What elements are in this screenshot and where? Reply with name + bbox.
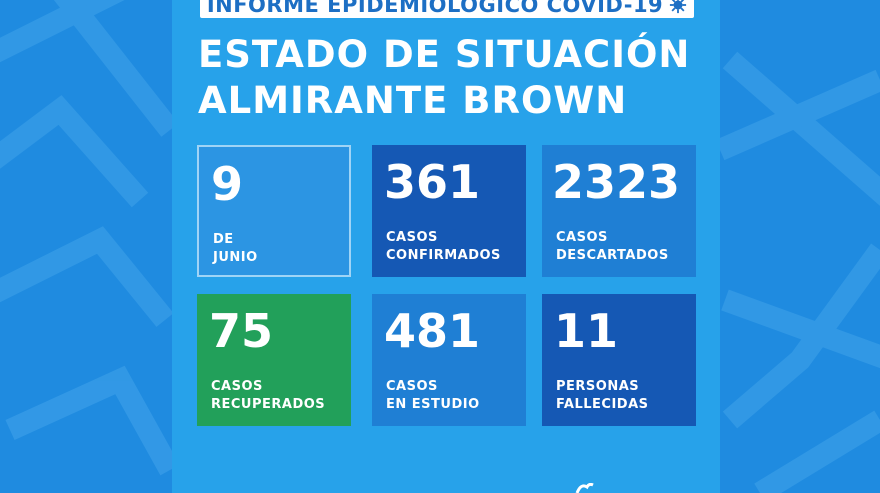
virus-icon [670, 0, 687, 14]
date-label-line-1: DE [213, 232, 234, 247]
discarded-cases-card: 2323 CASOS DESCARTADOS [542, 145, 696, 277]
deceased-label: PERSONAS FALLECIDAS [556, 378, 649, 414]
confirmed-cases-label-line-2: CONFIRMADOS [386, 248, 501, 263]
recovered-cases-value: 75 [209, 304, 274, 358]
recovered-cases-label-line-1: CASOS [211, 379, 263, 394]
confirmed-cases-label: CASOS CONFIRMADOS [386, 229, 501, 265]
discarded-cases-label-line-2: DESCARTADOS [556, 248, 669, 263]
under-study-cases-card: 481 CASOS EN ESTUDIO [372, 294, 526, 426]
date-day: 9 [211, 157, 244, 211]
confirmed-cases-card: 361 CASOS CONFIRMADOS [372, 145, 526, 277]
under-study-cases-label: CASOS EN ESTUDIO [386, 378, 480, 414]
page-title-line-2: ALMIRANTE BROWN [198, 79, 628, 122]
deceased-label-line-1: PERSONAS [556, 379, 640, 394]
banner-title: INFORME EPIDEMIOLÓGICO COVID-19 [206, 0, 664, 17]
discarded-cases-value: 2323 [552, 155, 681, 209]
under-study-cases-value: 481 [384, 304, 481, 358]
report-banner: INFORME EPIDEMIOLÓGICO COVID-19 [200, 0, 694, 18]
municipal-logo-icon [575, 483, 594, 493]
under-study-cases-label-line-2: EN ESTUDIO [386, 397, 480, 412]
date-label-line-2: JUNIO [213, 250, 258, 265]
discarded-cases-label-line-1: CASOS [556, 230, 608, 245]
deceased-value: 11 [554, 304, 619, 358]
confirmed-cases-value: 361 [384, 155, 481, 209]
under-study-cases-label-line-1: CASOS [386, 379, 438, 394]
recovered-cases-card: 75 CASOS RECUPERADOS [197, 294, 351, 426]
recovered-cases-label: CASOS RECUPERADOS [211, 378, 325, 414]
confirmed-cases-label-line-1: CASOS [386, 230, 438, 245]
deceased-label-line-2: FALLECIDAS [556, 397, 649, 412]
page-title-line-1: ESTADO DE SITUACIÓN [198, 33, 691, 76]
date-label: DE JUNIO [213, 231, 258, 267]
deceased-card: 11 PERSONAS FALLECIDAS [542, 294, 696, 426]
date-card: 9 DE JUNIO [197, 145, 351, 277]
recovered-cases-label-line-2: RECUPERADOS [211, 397, 326, 412]
discarded-cases-label: CASOS DESCARTADOS [556, 229, 669, 265]
